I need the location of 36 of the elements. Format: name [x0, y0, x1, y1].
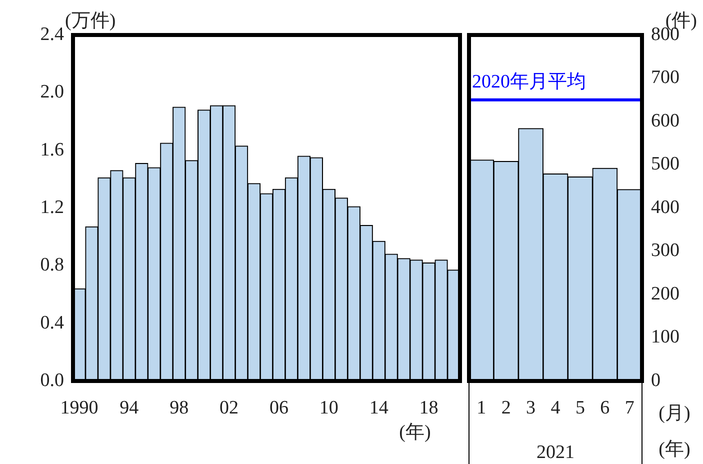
x-tick-label: 1990	[60, 397, 98, 418]
y-tick-label: 0.0	[40, 370, 64, 391]
x-tick-label: 02	[220, 397, 239, 418]
y2-tick-label: 300	[651, 240, 680, 262]
y-axis-title: (万件)	[65, 10, 116, 32]
x-axis-title: (年)	[399, 422, 431, 443]
x-tick-label: 4	[550, 397, 561, 418]
x-tick-label: 7	[624, 397, 634, 418]
x-tick-label: 5	[575, 397, 585, 418]
x-tick-label: 10	[319, 397, 338, 418]
y2-tick-label: 400	[651, 196, 680, 218]
x-axis-title: 2021	[536, 442, 574, 463]
y2-tick-label: 600	[651, 110, 680, 132]
x-tick-label: 18	[419, 397, 438, 418]
x-tick-label: 3	[526, 397, 536, 418]
y-tick-label: 2.0	[40, 82, 64, 103]
x-tick-label: 06	[269, 397, 288, 418]
x-tick-label: 6	[600, 397, 610, 418]
y2-tick-label: 100	[651, 326, 680, 348]
y-tick-label: 1.2	[40, 196, 64, 218]
ref-line-label: 2020年月平均	[472, 71, 586, 92]
text: (月)	[658, 402, 690, 424]
y-tick-label: 0.8	[40, 254, 64, 276]
x-tick-label: 1	[476, 397, 486, 418]
text: (年)	[658, 438, 690, 460]
y2-tick-label: 0	[651, 370, 660, 391]
y2-tick-label: 500	[651, 154, 680, 175]
x-tick-label: 98	[170, 397, 189, 418]
y-tick-label: 0.4	[40, 312, 64, 334]
x-tick-label: 14	[369, 397, 389, 418]
x-tick-label: 2	[501, 397, 511, 418]
x-tick-label: 94	[120, 397, 140, 418]
y-tick-label: 1.6	[40, 139, 64, 160]
y2-tick-label: 700	[651, 67, 680, 88]
y2-tick-label: 200	[651, 283, 680, 304]
y-tick-label: 2.4	[40, 24, 64, 45]
